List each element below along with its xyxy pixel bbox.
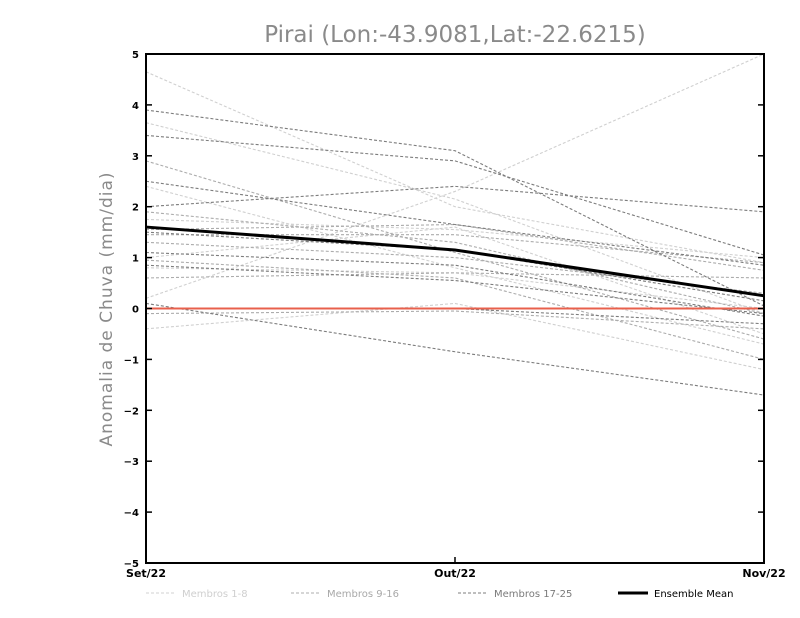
chart-title: Pirai (Lon:-43.9081,Lat:-22.6215) bbox=[264, 22, 646, 48]
y-tick-label: 4 bbox=[132, 101, 139, 112]
member-line-5 bbox=[146, 218, 764, 259]
member-line-21 bbox=[146, 251, 764, 317]
legend-label-4: Ensemble Mean bbox=[654, 589, 733, 600]
y-tick-label: 1 bbox=[132, 254, 139, 265]
legend-label-3: Membros 17-25 bbox=[494, 589, 572, 600]
member-line-22 bbox=[146, 302, 764, 396]
y-tick-label: 0 bbox=[132, 305, 139, 316]
y-tick-label: 3 bbox=[132, 152, 139, 163]
mean-layer bbox=[145, 225, 765, 298]
y-tick-label: 2 bbox=[132, 203, 139, 214]
y-tick-label: −3 bbox=[124, 457, 139, 468]
x-tick-label: Out/22 bbox=[434, 567, 476, 580]
member-line-12 bbox=[146, 211, 764, 315]
member-line-1 bbox=[146, 71, 764, 264]
member-line-18 bbox=[146, 185, 764, 213]
y-axis-label: Anomalia de Chuva (mm/dia) bbox=[97, 171, 117, 446]
legend-label-2: Membros 9-16 bbox=[327, 589, 399, 600]
y-tick-label: −1 bbox=[124, 355, 139, 366]
member-line-19 bbox=[146, 134, 764, 256]
series-layer bbox=[146, 54, 764, 396]
legend: Membros 1-8 Membros 9-16 Membros 17-25 Ense… bbox=[146, 589, 733, 600]
member-line-6 bbox=[146, 267, 764, 310]
member-line-2 bbox=[146, 122, 764, 315]
member-line-17 bbox=[146, 109, 764, 307]
y-ticks: −5 −4 −3 −2 −1 0 1 2 3 4 5 bbox=[124, 50, 764, 570]
member-line-8 bbox=[146, 226, 764, 335]
ensemble-mean-line bbox=[145, 225, 765, 298]
x-tick-label: Nov/22 bbox=[742, 567, 785, 580]
member-line-15 bbox=[146, 310, 764, 330]
y-tick-label: −4 bbox=[124, 508, 139, 519]
member-line-11 bbox=[146, 272, 764, 279]
member-line-10 bbox=[146, 223, 764, 271]
member-line-20 bbox=[146, 180, 764, 266]
y-tick-label: −2 bbox=[124, 406, 139, 417]
x-tick-label: Set/22 bbox=[126, 567, 166, 580]
y-tick-label: 5 bbox=[132, 50, 139, 61]
member-line-9 bbox=[146, 160, 764, 340]
y-tick-label: −5 bbox=[124, 559, 139, 570]
member-line-24 bbox=[146, 264, 764, 315]
member-line-4 bbox=[146, 302, 764, 371]
legend-label-1: Membros 1-8 bbox=[182, 589, 248, 600]
member-line-14 bbox=[146, 259, 764, 360]
x-ticks: Set/22 Out/22 Nov/22 bbox=[126, 557, 786, 580]
member-line-3 bbox=[146, 54, 764, 299]
